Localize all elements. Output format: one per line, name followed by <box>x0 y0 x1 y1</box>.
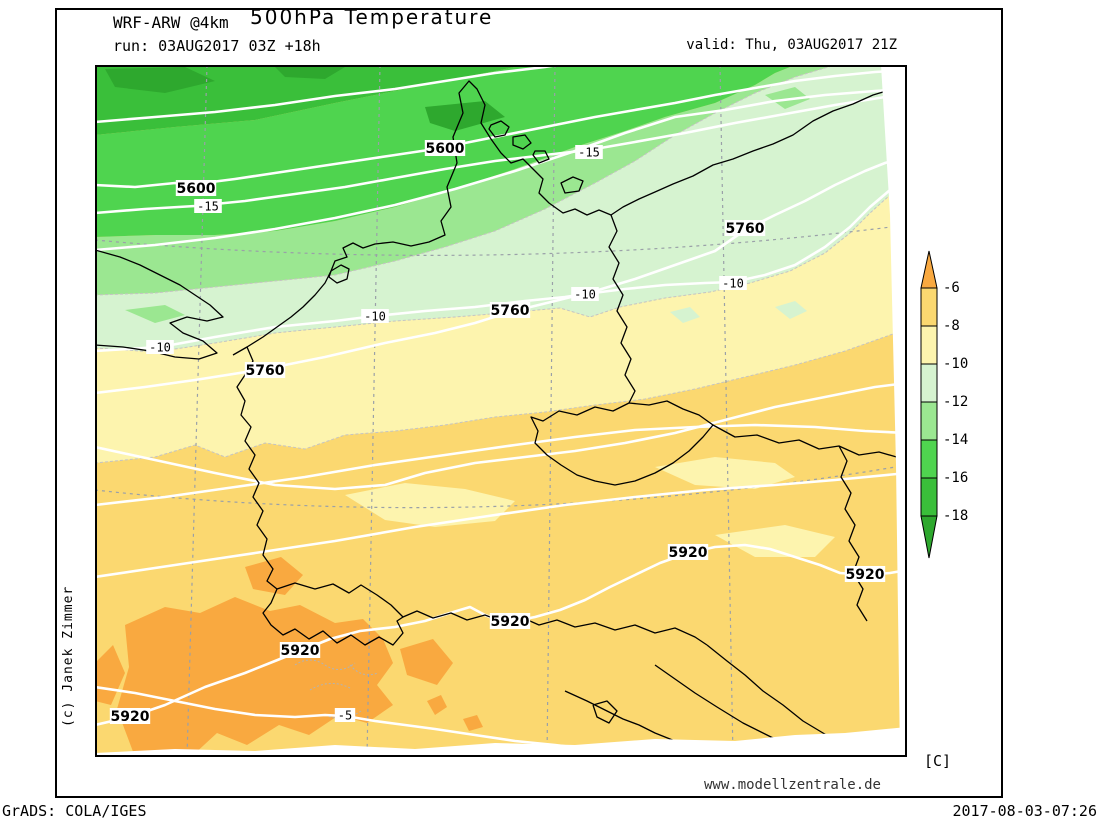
coastlines-borders <box>95 80 907 757</box>
contour-label: 5760 <box>246 363 285 379</box>
map-frame <box>95 65 907 757</box>
colorbar-segment <box>920 287 938 327</box>
colorbar-arrow-bottom <box>920 515 938 559</box>
colorbar-unit-label: [C] <box>924 752 952 770</box>
copyright-credit: (c) Janek Zimmer <box>61 585 76 727</box>
contour-label-box <box>571 287 599 301</box>
grads-stamp: GrADS: COLA/IGES <box>2 802 147 820</box>
colorbar: -6 -8 -10 -12 -14 -16 -18 <box>920 250 968 559</box>
contour-label: -10 <box>574 288 596 302</box>
colorbar-segment <box>920 439 938 479</box>
creation-timestamp: 2017-08-03-07:26 <box>952 802 1098 820</box>
contour-label-box <box>489 613 531 629</box>
contour-label: 5920 <box>491 614 530 630</box>
colorbar-tick: -8 <box>943 318 960 334</box>
page-border <box>55 8 1003 798</box>
colorbar-arrow-top <box>920 250 938 289</box>
temperature-shading <box>95 65 907 757</box>
contour-label: -15 <box>197 200 219 214</box>
colorbar-tick: -14 <box>943 432 968 448</box>
shade-pocket <box>345 483 515 527</box>
colorbar-tick: -18 <box>943 508 968 524</box>
model-name: WRF-ARW @4km <box>113 13 229 32</box>
band-minus8 <box>95 183 907 463</box>
shade-pocket <box>670 307 700 323</box>
contour-label: -5 <box>338 709 352 723</box>
contour-label: 5600 <box>177 181 216 197</box>
shade-pocket <box>775 301 807 319</box>
colorbar-tick: -12 <box>943 394 968 410</box>
cold-pocket <box>105 67 215 93</box>
band-minus12 <box>95 65 835 295</box>
shade-pocket <box>765 87 810 109</box>
contour-label: 5920 <box>111 709 150 725</box>
domain-edge <box>95 65 907 757</box>
map-canvas: 5600 5600 -15 -15 5760 5760 5760 -10 -10 -10 -10 59… <box>95 65 907 757</box>
contour-label: -10 <box>149 341 171 355</box>
contour-label-box <box>667 544 709 560</box>
colorbar-segment <box>920 363 938 403</box>
contour-labels: 5600 5600 -15 -15 5760 5760 5760 -10 -10 -10 -10 59… <box>109 140 886 725</box>
warm-patch <box>400 639 453 685</box>
contour-label: -10 <box>364 310 386 324</box>
contour-label: 5920 <box>669 545 708 561</box>
contour-label: 5760 <box>726 221 765 237</box>
colorbar-tick: -6 <box>943 280 960 296</box>
colorbar-scale: -6 -8 -10 -12 -14 -16 -18 <box>920 250 968 559</box>
band-minus10 <box>95 65 907 352</box>
contour-label: -15 <box>578 146 600 160</box>
contour-label-box <box>194 199 222 213</box>
contour-label: 5920 <box>846 567 885 583</box>
colorbar-segment <box>920 477 938 517</box>
contour-label: 5920 <box>281 643 320 659</box>
contour-label-box <box>334 708 356 722</box>
terrain-contours <box>294 659 379 719</box>
contour-label-box <box>489 302 531 318</box>
warm-patch-alps <box>117 597 393 757</box>
website-watermark: www.modellzentrale.de <box>703 777 881 793</box>
warm-patch <box>463 715 483 731</box>
run-timestamp: run: 03AUG2017 03Z +18h <box>113 37 321 55</box>
contour-label-box <box>146 340 174 354</box>
shade-pocket <box>715 525 835 557</box>
contour-label-box <box>424 140 466 156</box>
valid-timestamp: valid: Thu, 03AUG2017 21Z <box>686 37 897 53</box>
contour-label-box <box>361 309 389 323</box>
contour-label: 5600 <box>426 141 465 157</box>
shade-pocket <box>125 305 185 323</box>
contour-label-box <box>724 220 766 236</box>
contour-label-box <box>109 708 151 724</box>
colorbar-tick: -10 <box>943 356 968 372</box>
contour-label: -10 <box>722 277 744 291</box>
contour-label-box <box>279 642 321 658</box>
contour-label: 5760 <box>491 303 530 319</box>
cold-pocket <box>275 67 345 79</box>
contour-label-box <box>244 362 286 378</box>
warm-patch <box>427 695 447 715</box>
page-title: 500hPa Temperature <box>250 5 494 29</box>
shade-boundaries <box>95 65 907 464</box>
cold-pocket <box>425 101 505 131</box>
colorbar-segment <box>920 401 938 441</box>
contour-label-box <box>844 566 886 582</box>
contour-label-box <box>175 180 217 196</box>
colorbar-segment <box>920 325 938 365</box>
shade-pocket <box>655 457 795 489</box>
contour-label-box <box>719 276 747 290</box>
colorbar-tick: -16 <box>943 470 968 486</box>
contour-label-box <box>575 145 603 159</box>
